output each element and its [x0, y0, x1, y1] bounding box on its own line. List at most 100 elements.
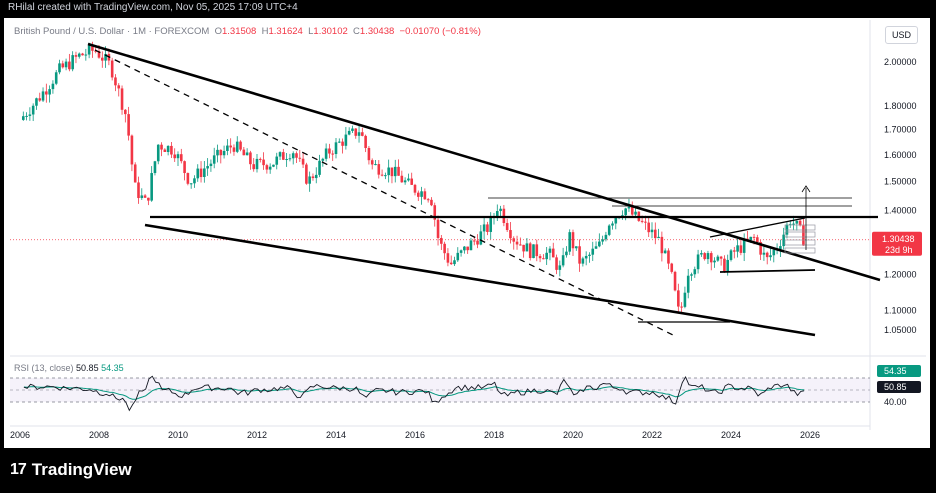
candle-body: [519, 244, 522, 246]
candle-body: [193, 178, 196, 184]
candle-body: [150, 173, 153, 201]
candle-body: [700, 253, 703, 255]
candle-body: [216, 149, 219, 156]
candle-body: [127, 114, 130, 136]
candle-body: [756, 237, 759, 243]
candle-body: [321, 158, 325, 161]
candle-body: [403, 180, 407, 183]
candle-body: [420, 191, 423, 197]
candle-body: [466, 246, 469, 251]
candle-body: [189, 183, 193, 185]
candle-body: [81, 53, 84, 56]
candle-body: [446, 253, 450, 263]
candle-body: [235, 141, 239, 152]
candle-body: [653, 229, 657, 239]
symbol-name: British Pound / U.S. Dollar · 1M · FOREX…: [14, 26, 210, 37]
candle-body: [305, 164, 308, 184]
candle-body: [762, 252, 766, 255]
candle-body: [640, 220, 644, 222]
target-level-box: [784, 239, 816, 246]
candle-body: [571, 232, 575, 249]
candle-body: [206, 166, 209, 169]
price-tick-label: 1.50000: [884, 177, 917, 187]
price-tick-label: 1.70000: [884, 125, 917, 135]
candle-body: [561, 255, 565, 266]
candle-body: [249, 152, 252, 165]
candle-body: [611, 223, 614, 226]
open-label: O: [214, 26, 222, 37]
candle-body: [361, 132, 364, 136]
candle-body: [311, 176, 315, 179]
candle-body: [252, 164, 256, 170]
candle-body: [667, 250, 670, 264]
currency-button[interactable]: USD: [884, 26, 918, 44]
candle-body: [430, 199, 433, 206]
candle-body: [384, 175, 387, 177]
price-tick-label: 1.40000: [884, 205, 917, 215]
candle-body: [357, 132, 361, 136]
candle-body: [548, 248, 552, 253]
candle-body: [314, 174, 318, 179]
candle-body: [798, 220, 802, 226]
candle-body: [525, 243, 529, 252]
candle-body: [226, 145, 229, 151]
rsi-value-badge: [877, 381, 921, 393]
candle-body: [719, 256, 723, 259]
candle-body: [51, 83, 55, 90]
candle-body: [749, 236, 753, 241]
time-tick-label: 2022: [642, 430, 662, 440]
candle-body: [456, 252, 460, 261]
tradingview-brand[interactable]: 17 TradingView: [10, 460, 132, 480]
open-value: 1.31508: [222, 26, 257, 37]
price-tick-label: 1.05000: [884, 325, 917, 335]
candle-body: [759, 242, 762, 255]
candle-body: [351, 128, 354, 131]
candle-body: [255, 158, 259, 170]
candle-body: [278, 152, 282, 157]
candle-body: [120, 88, 124, 110]
symbol-legend: British Pound / U.S. Dollar · 1M · FOREX…: [14, 26, 481, 37]
candle-body: [459, 250, 463, 253]
candle-body: [795, 220, 799, 224]
candle-body: [647, 222, 651, 233]
candle-body: [179, 154, 183, 162]
candle-body: [209, 163, 213, 167]
candle-body: [515, 241, 519, 245]
candle-body: [752, 236, 756, 238]
candle-body: [463, 246, 466, 251]
candle-body: [769, 255, 772, 258]
candle-body: [242, 149, 246, 156]
candle-body: [285, 159, 288, 161]
candle-body: [479, 231, 483, 245]
candle-body: [726, 259, 730, 273]
candle-body: [696, 254, 700, 270]
candle-body: [183, 161, 186, 174]
time-tick-label: 2012: [247, 430, 267, 440]
candle-body: [337, 141, 341, 143]
candle-body: [693, 269, 697, 275]
candle-body: [509, 230, 512, 239]
candle-body: [393, 166, 397, 177]
candle-body: [176, 154, 180, 159]
candle-body: [792, 223, 795, 225]
candle-body: [94, 50, 98, 52]
candle-body: [584, 255, 588, 259]
candle-body: [410, 178, 414, 185]
candle-body: [670, 263, 674, 272]
candle-body: [657, 236, 660, 239]
price-tick-label: 1.10000: [884, 306, 917, 316]
candle-body: [140, 195, 144, 199]
candle-body: [607, 225, 611, 235]
candle-body: [212, 155, 216, 164]
candle-body: [551, 248, 555, 258]
candle-body: [522, 244, 525, 252]
candle-body: [472, 240, 476, 242]
candle-body: [377, 164, 381, 175]
countdown-value: 23d 9h: [885, 245, 913, 255]
candle-body: [677, 290, 680, 307]
candle-body: [433, 205, 437, 220]
candle-body: [449, 262, 453, 265]
candle-body: [324, 148, 328, 159]
candle-body: [68, 61, 71, 70]
